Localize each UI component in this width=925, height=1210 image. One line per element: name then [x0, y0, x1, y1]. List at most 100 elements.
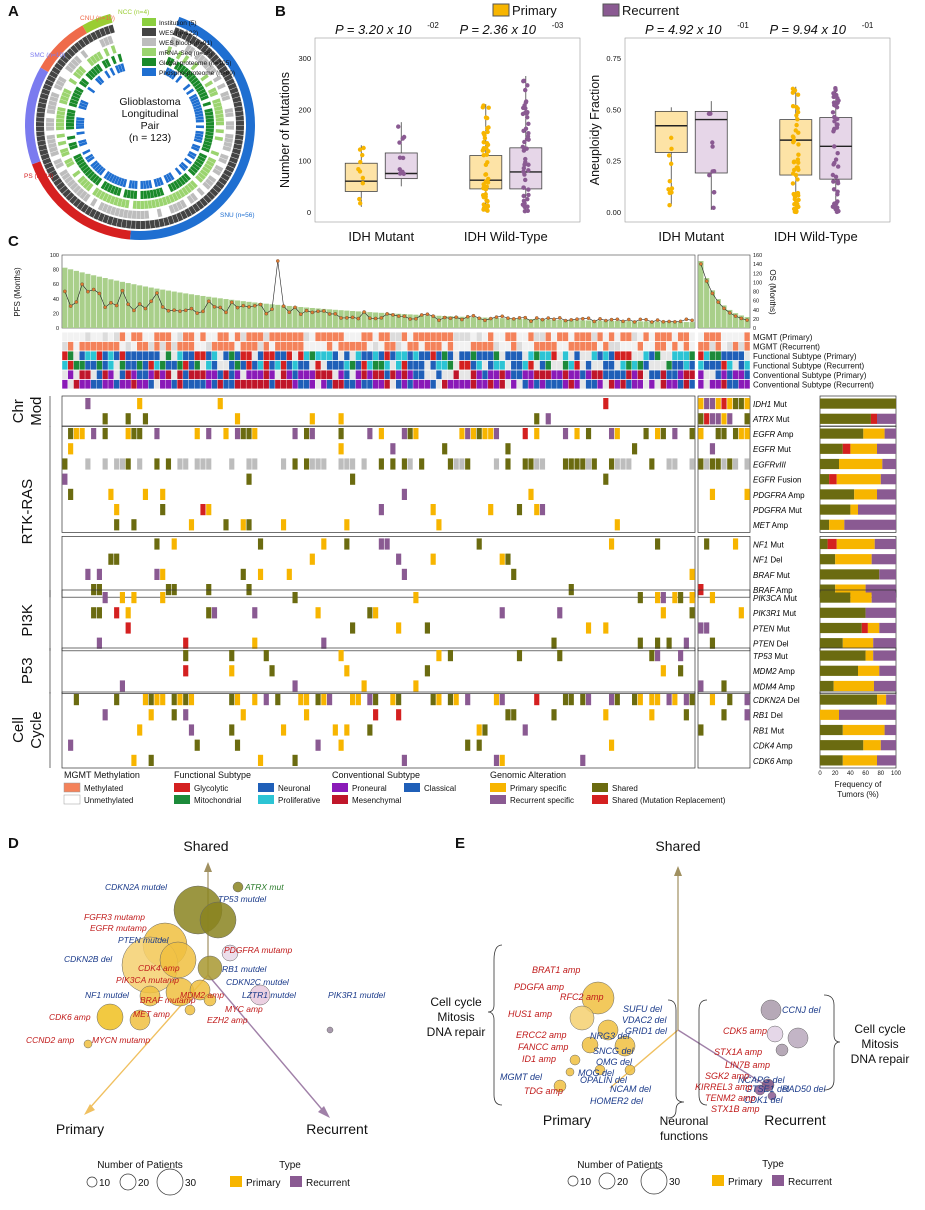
annotation-cell: [465, 351, 471, 361]
circos-cell: [108, 173, 115, 183]
box-point: [795, 177, 800, 182]
annotation-cell: [614, 370, 620, 380]
annotation-cell: [252, 341, 258, 351]
alteration-cell: [321, 637, 327, 649]
alteration-cell: [632, 694, 638, 706]
circos-cell: [83, 60, 92, 69]
legend-label: Shared (Mutation Replacement): [612, 796, 726, 805]
circos-cell: [224, 137, 233, 143]
alteration-cell: [125, 413, 131, 425]
alteration-type: Amp: [774, 742, 793, 751]
circos-cell: [185, 155, 194, 163]
circos-cell: [56, 110, 66, 116]
gene-label: NCAPG del: [738, 1075, 786, 1085]
alteration-cell: [608, 538, 615, 550]
circos-cell: [176, 201, 184, 211]
p-value: P = 3.20 x 10: [335, 22, 412, 37]
circos-cell: [82, 180, 91, 189]
annotation-cell: [206, 351, 212, 361]
pfs-bar: [727, 309, 733, 328]
annotation-cell: [666, 351, 672, 361]
annotation-cell: [154, 379, 160, 389]
os-point: [368, 316, 372, 320]
annotation-cell: [79, 379, 85, 389]
circos-cell: [56, 114, 65, 119]
annotation-cell: [332, 351, 339, 361]
annotation-cell: [424, 341, 431, 351]
alteration-cell: [568, 694, 574, 706]
annotation-cell: [660, 332, 667, 342]
freq-tick: 0: [818, 771, 822, 777]
gene-label: EGFR mutamp: [90, 923, 147, 933]
circos-cell: [98, 167, 106, 176]
annotation-cell: [493, 332, 500, 342]
os-point: [333, 312, 338, 316]
alteration-cell: [666, 458, 672, 470]
group-label-left: Cell cycle: [430, 995, 482, 1009]
annotation-cell: [666, 360, 672, 370]
box-point: [526, 131, 531, 136]
annotation-cell: [131, 341, 137, 351]
box-point: [835, 209, 841, 214]
annotation-cell: [660, 370, 667, 380]
box-point: [830, 110, 836, 115]
annotation-cell: [476, 351, 482, 361]
circos-cell: [114, 54, 120, 64]
alteration-cell: [252, 458, 258, 470]
annotation-cell: [395, 341, 402, 351]
frequency-segment: [842, 724, 885, 736]
alteration-cell: [614, 428, 620, 440]
axis-title-shared: Shared: [655, 838, 700, 854]
alteration-cell: [727, 413, 733, 425]
alteration-type: Amp: [770, 521, 789, 530]
circos-cell: [56, 133, 65, 139]
annotation-cell: [361, 332, 367, 342]
os-point: [454, 315, 458, 319]
pfs-tick: 80: [53, 268, 59, 274]
circos-cell: [173, 38, 181, 48]
os-point: [558, 316, 562, 320]
gene-name: PDGFRA: [753, 506, 786, 515]
annotation-cell: [108, 332, 114, 342]
os-point: [704, 279, 709, 283]
box-point: [525, 197, 530, 202]
type-legend-label: Primary: [728, 1177, 762, 1188]
circos-cell: [215, 113, 224, 119]
os-point: [230, 300, 234, 305]
annotation-cell: [418, 379, 425, 389]
pfs-bar: [689, 322, 695, 328]
os-point: [143, 306, 148, 311]
box-point: [521, 78, 527, 83]
annotation-cell: [246, 370, 252, 380]
annotation-cell: [79, 332, 85, 342]
annotation-cell: [660, 341, 667, 351]
gene-bubble: [199, 901, 237, 939]
annotation-cell: [744, 351, 750, 361]
box-point: [669, 186, 675, 191]
circos-cell: [74, 41, 83, 51]
circos-cell: [87, 70, 96, 79]
annotation-cell: [603, 360, 609, 370]
box-point: [358, 159, 363, 165]
gene-bubble: [760, 999, 782, 1021]
box-point: [484, 115, 490, 121]
annotation-cell: [626, 379, 632, 389]
shared-axis-arrow: [204, 862, 212, 872]
annotation-cell: [315, 370, 321, 380]
size-legend-value: 20: [138, 1178, 150, 1189]
circos-cell: [178, 176, 186, 186]
size-legend-value: 10: [99, 1178, 111, 1189]
circos-cell: [120, 199, 126, 208]
oncoprint-frame: [61, 647, 696, 694]
circos-cell: [177, 77, 185, 85]
gene-label: BRAT1 amp: [532, 965, 580, 975]
alteration-cell: [727, 458, 733, 470]
alteration-cell: [511, 709, 517, 721]
annotation-cell: [148, 360, 154, 370]
annotation-cell: [206, 360, 212, 370]
alteration-cell: [580, 694, 586, 706]
circos-cell: [195, 130, 204, 135]
frequency-segment: [880, 474, 896, 485]
annotation-cell: [137, 351, 143, 361]
alteration-cell: [715, 398, 721, 410]
